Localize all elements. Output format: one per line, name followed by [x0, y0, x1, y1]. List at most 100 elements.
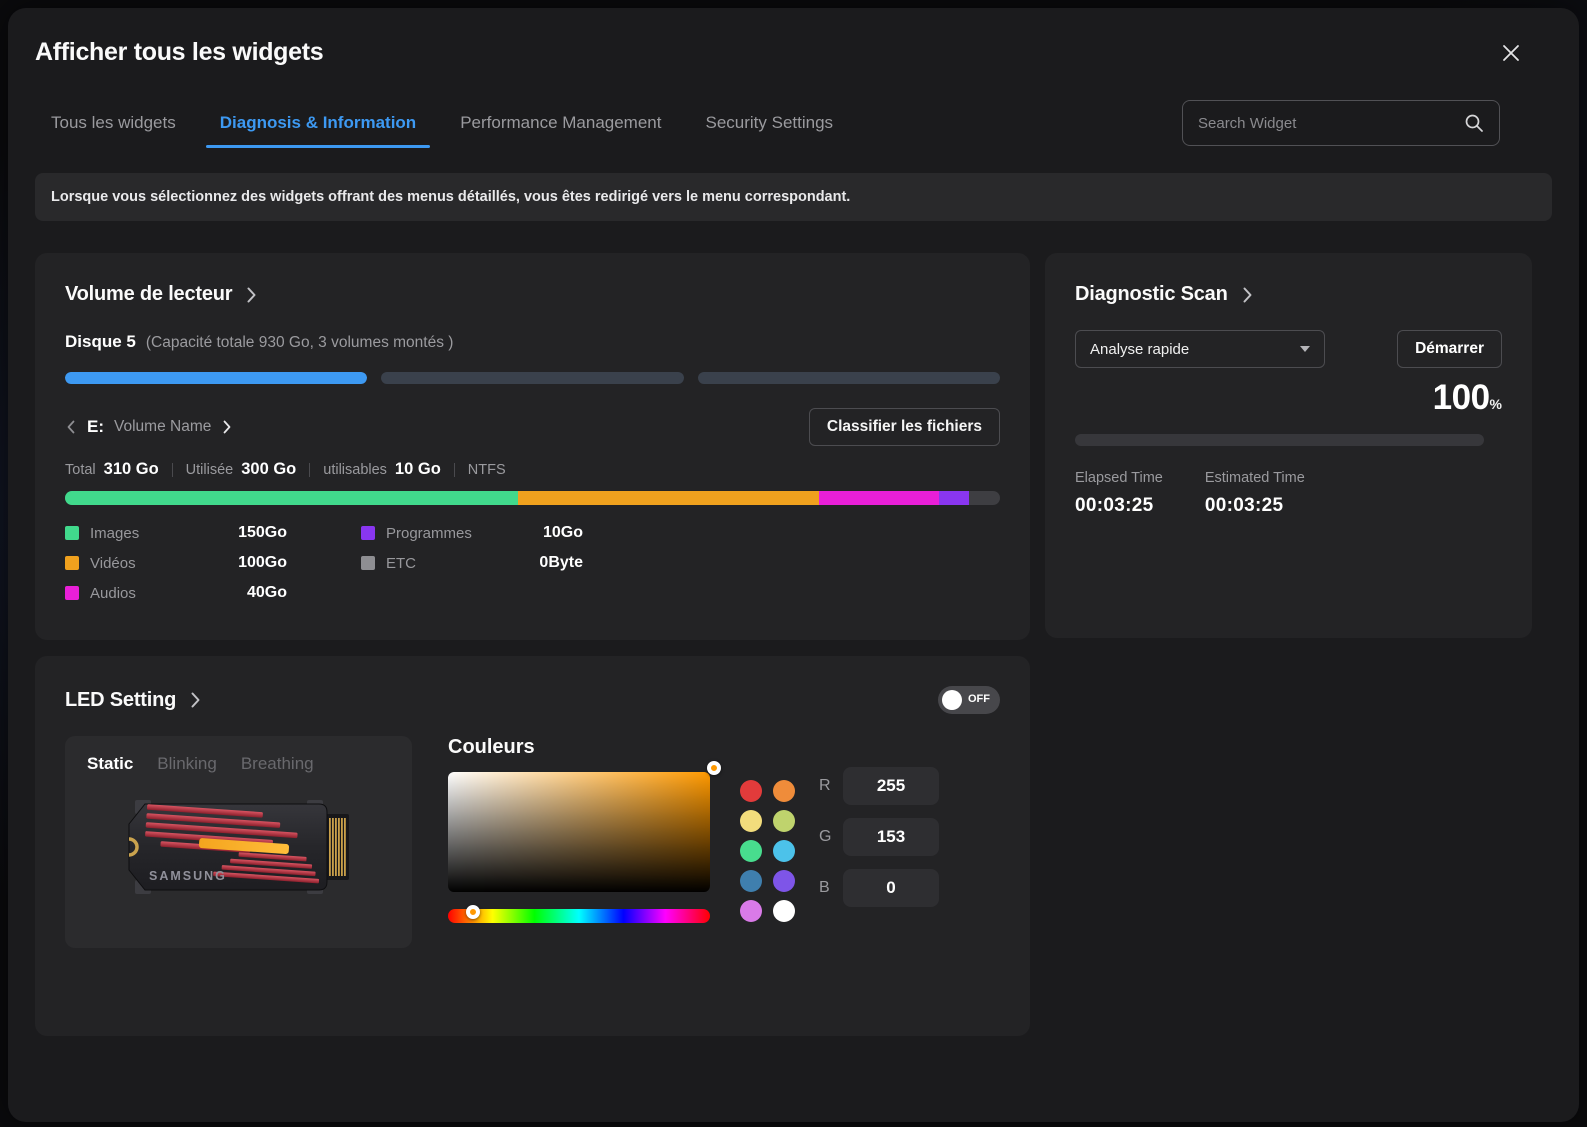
total-value: 310 Go	[104, 460, 159, 479]
led-setting-title: LED Setting	[65, 689, 176, 712]
ssd-preview-image: SAMSUNG	[87, 784, 390, 910]
total-label: Total	[65, 462, 96, 478]
search-icon[interactable]	[1464, 113, 1484, 133]
color-picker: Couleurs	[448, 736, 710, 923]
scan-type-value: Analyse rapide	[1090, 341, 1189, 358]
start-scan-button[interactable]: Démarrer	[1397, 330, 1502, 368]
saturation-value-picker[interactable]	[448, 772, 710, 892]
swatch-sky-blue[interactable]	[773, 840, 795, 862]
hue-slider[interactable]	[448, 909, 710, 923]
scan-type-dropdown[interactable]: Analyse rapide	[1075, 330, 1325, 368]
close-button[interactable]	[1498, 40, 1524, 66]
swatch-white[interactable]	[773, 900, 795, 922]
diagnostic-scan-header-link[interactable]: Diagnostic Scan	[1075, 283, 1252, 306]
drive-volume-title: Volume de lecteur	[65, 283, 232, 306]
chevron-down-icon	[1300, 346, 1310, 352]
classify-files-button[interactable]: Classifier les fichiers	[809, 408, 1000, 446]
color-swatches	[740, 780, 795, 922]
rgb-inputs: R G B	[819, 767, 939, 920]
tab-performance-management[interactable]: Performance Management	[460, 113, 661, 148]
led-mode-panel: Static Blinking Breathing	[65, 736, 412, 948]
legend-chip-programmes	[361, 526, 375, 540]
tab-tous-les-widgets[interactable]: Tous les widgets	[51, 113, 176, 148]
available-label: utilisables	[323, 462, 387, 478]
disk-name: Disque 5	[65, 332, 136, 352]
chevron-left-icon	[67, 420, 75, 434]
search-box	[1182, 100, 1500, 146]
swatch-orange[interactable]	[773, 780, 795, 802]
swatch-yellow[interactable]	[740, 810, 762, 832]
green-value-input[interactable]	[843, 818, 939, 856]
usage-legend: Images 150Go Vidéos 100Go Audios 40Go	[65, 518, 1000, 608]
filesystem-label: NTFS	[468, 462, 506, 478]
mode-tab-blinking[interactable]: Blinking	[157, 754, 217, 774]
legend-chip-images	[65, 526, 79, 540]
volume-bar-3[interactable]	[698, 372, 1000, 384]
tab-security-settings[interactable]: Security Settings	[705, 113, 833, 148]
volume-name: Volume Name	[114, 418, 211, 436]
volume-bar-1[interactable]	[65, 372, 367, 384]
percent-sign: %	[1490, 396, 1502, 412]
usage-segment-images	[65, 491, 518, 505]
volume-stats: Total 310 Go Utilisée 300 Go utilisables…	[65, 460, 1000, 479]
mode-tab-breathing[interactable]: Breathing	[241, 754, 314, 774]
drive-volume-header-link[interactable]: Volume de lecteur	[65, 283, 256, 306]
toggle-state-label: OFF	[968, 693, 990, 705]
widgets-dialog: Afficher tous les widgets Tous les widge…	[8, 8, 1579, 1122]
prev-volume-button[interactable]	[65, 418, 77, 436]
led-setting-header-link[interactable]: LED Setting	[65, 689, 200, 712]
saturation-handle[interactable]	[707, 761, 721, 775]
chevron-right-icon	[1243, 287, 1252, 303]
red-value-input[interactable]	[843, 767, 939, 805]
estimated-time-value: 00:03:25	[1205, 495, 1305, 517]
usage-segment-videos	[518, 491, 819, 505]
volume-bar-1-fill	[65, 372, 367, 384]
search-input[interactable]	[1198, 115, 1464, 132]
volume-bar-2[interactable]	[381, 372, 683, 384]
tab-diagnosis-information[interactable]: Diagnosis & Information	[220, 113, 416, 148]
elapsed-time-label: Elapsed Time	[1075, 470, 1163, 486]
used-label: Utilisée	[186, 462, 234, 478]
chevron-right-icon	[191, 692, 200, 708]
legend-chip-audios	[65, 586, 79, 600]
led-setting-widget: LED Setting OFF Static Blinking Breathin…	[35, 656, 1030, 1036]
led-toggle[interactable]: OFF	[938, 686, 1000, 714]
blue-value-input[interactable]	[843, 869, 939, 907]
legend-item-videos: Vidéos 100Go	[65, 548, 287, 578]
swatch-yellow-green[interactable]	[773, 810, 795, 832]
percent-value: 100	[1433, 378, 1490, 417]
swatch-purple[interactable]	[773, 870, 795, 892]
usage-bar	[65, 491, 1000, 505]
swatch-steel-blue[interactable]	[740, 870, 762, 892]
divider	[309, 463, 310, 477]
legend-chip-etc	[361, 556, 375, 570]
swatch-red[interactable]	[740, 780, 762, 802]
available-value: 10 Go	[395, 460, 441, 479]
chevron-right-icon	[247, 287, 256, 303]
legend-item-images: Images 150Go	[65, 518, 287, 548]
chevron-right-icon	[223, 420, 231, 434]
legend-chip-videos	[65, 556, 79, 570]
info-banner: Lorsque vous sélectionnez des widgets of…	[35, 173, 1552, 221]
toggle-knob	[942, 690, 962, 710]
usage-segment-audios	[819, 491, 940, 505]
page-title: Afficher tous les widgets	[35, 8, 1552, 67]
used-value: 300 Go	[241, 460, 296, 479]
scan-progress-bar	[1075, 434, 1484, 446]
swatch-green[interactable]	[740, 840, 762, 862]
info-banner-text: Lorsque vous sélectionnez des widgets of…	[51, 189, 850, 205]
green-label: G	[819, 828, 835, 846]
red-label: R	[819, 777, 835, 795]
close-icon	[1502, 44, 1520, 62]
divider	[172, 463, 173, 477]
elapsed-time-value: 00:03:25	[1075, 495, 1163, 517]
hue-handle[interactable]	[466, 905, 480, 919]
disk-capacity-info: (Capacité totale 930 Go, 3 volumes monté…	[146, 334, 454, 352]
legend-item-audios: Audios 40Go	[65, 578, 287, 608]
next-volume-button[interactable]	[221, 418, 233, 436]
swatch-orchid[interactable]	[740, 900, 762, 922]
volume-letter: E:	[87, 417, 104, 437]
scan-progress-percent: 100%	[1075, 378, 1502, 418]
usage-segment-programmes	[939, 491, 969, 505]
mode-tab-static[interactable]: Static	[87, 754, 133, 774]
